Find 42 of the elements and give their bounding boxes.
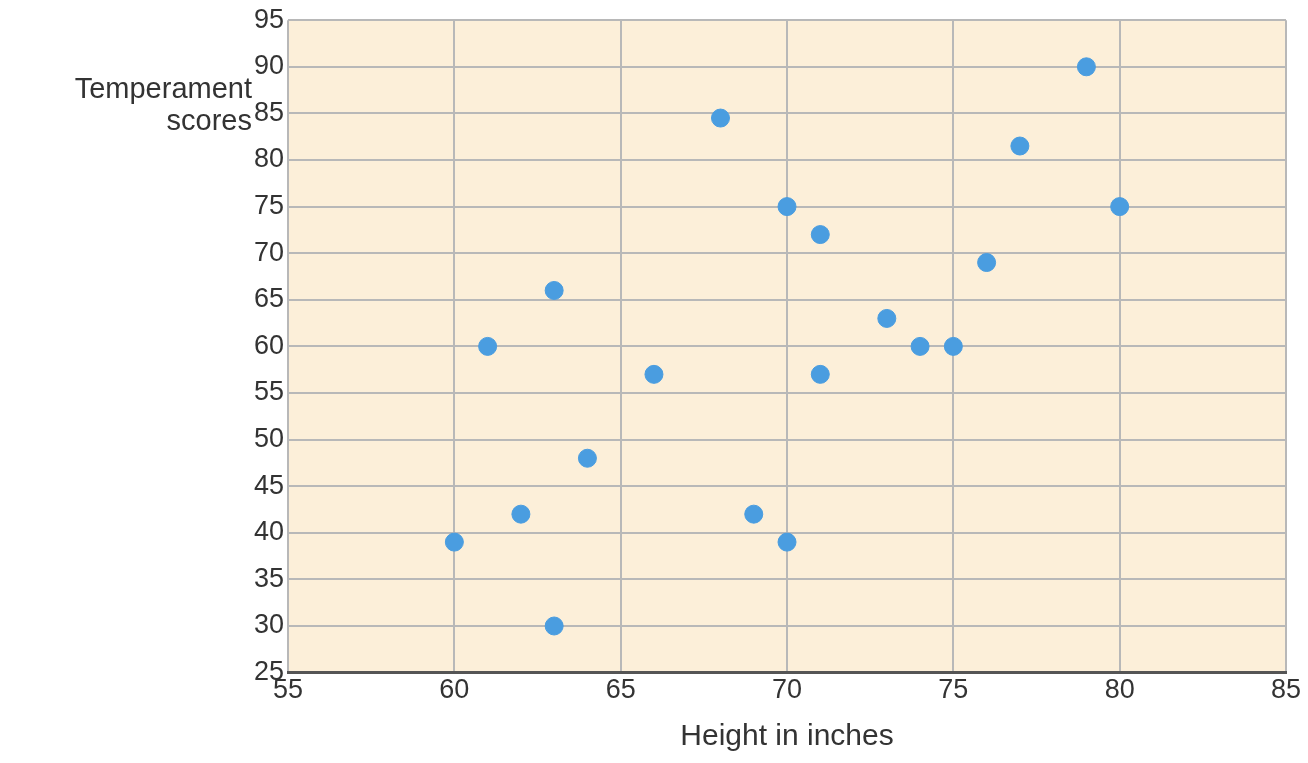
point [544, 616, 564, 636]
y-axis-title: Temperament scores [73, 72, 252, 136]
y-tick-label: 80 [253, 143, 285, 174]
y-tick-label: 75 [253, 190, 285, 221]
x-tick-label: 70 [771, 674, 803, 705]
y-tick-label: 95 [253, 3, 285, 34]
x-tick-label: 75 [938, 674, 969, 705]
y-tick-label: 90 [253, 50, 285, 81]
y-tick-label: 30 [253, 609, 285, 640]
y-tick-label: 70 [253, 236, 285, 267]
x-axis-title: Height in inches [680, 718, 894, 752]
x-tick-label: 80 [1104, 674, 1135, 705]
y-tick-label: 60 [253, 329, 285, 360]
point [478, 336, 498, 356]
point [710, 108, 730, 128]
y-tick-label: 40 [253, 516, 285, 547]
point [644, 364, 664, 384]
y-tick-label: 45 [253, 469, 285, 500]
point [511, 504, 531, 524]
y-tick-label: 85 [253, 96, 285, 127]
x-tick-label: 60 [439, 674, 470, 705]
point [444, 532, 464, 552]
y-tick-label: 50 [253, 423, 285, 454]
point [810, 364, 830, 384]
point [877, 308, 897, 328]
x-tick-label: 85 [1270, 674, 1302, 705]
point [544, 280, 564, 300]
point [777, 532, 797, 552]
point [1076, 57, 1096, 77]
x-tick-label: 65 [605, 674, 636, 705]
y-tick-label: 35 [253, 562, 285, 593]
point [744, 504, 764, 524]
point [910, 336, 930, 356]
y-tick-label: 65 [253, 283, 285, 314]
point [810, 225, 830, 245]
y-tick-label: 55 [253, 376, 285, 407]
point [1010, 136, 1030, 156]
point [1110, 197, 1130, 217]
point [943, 336, 963, 356]
point [777, 197, 797, 217]
point [977, 253, 997, 273]
point [577, 448, 597, 468]
